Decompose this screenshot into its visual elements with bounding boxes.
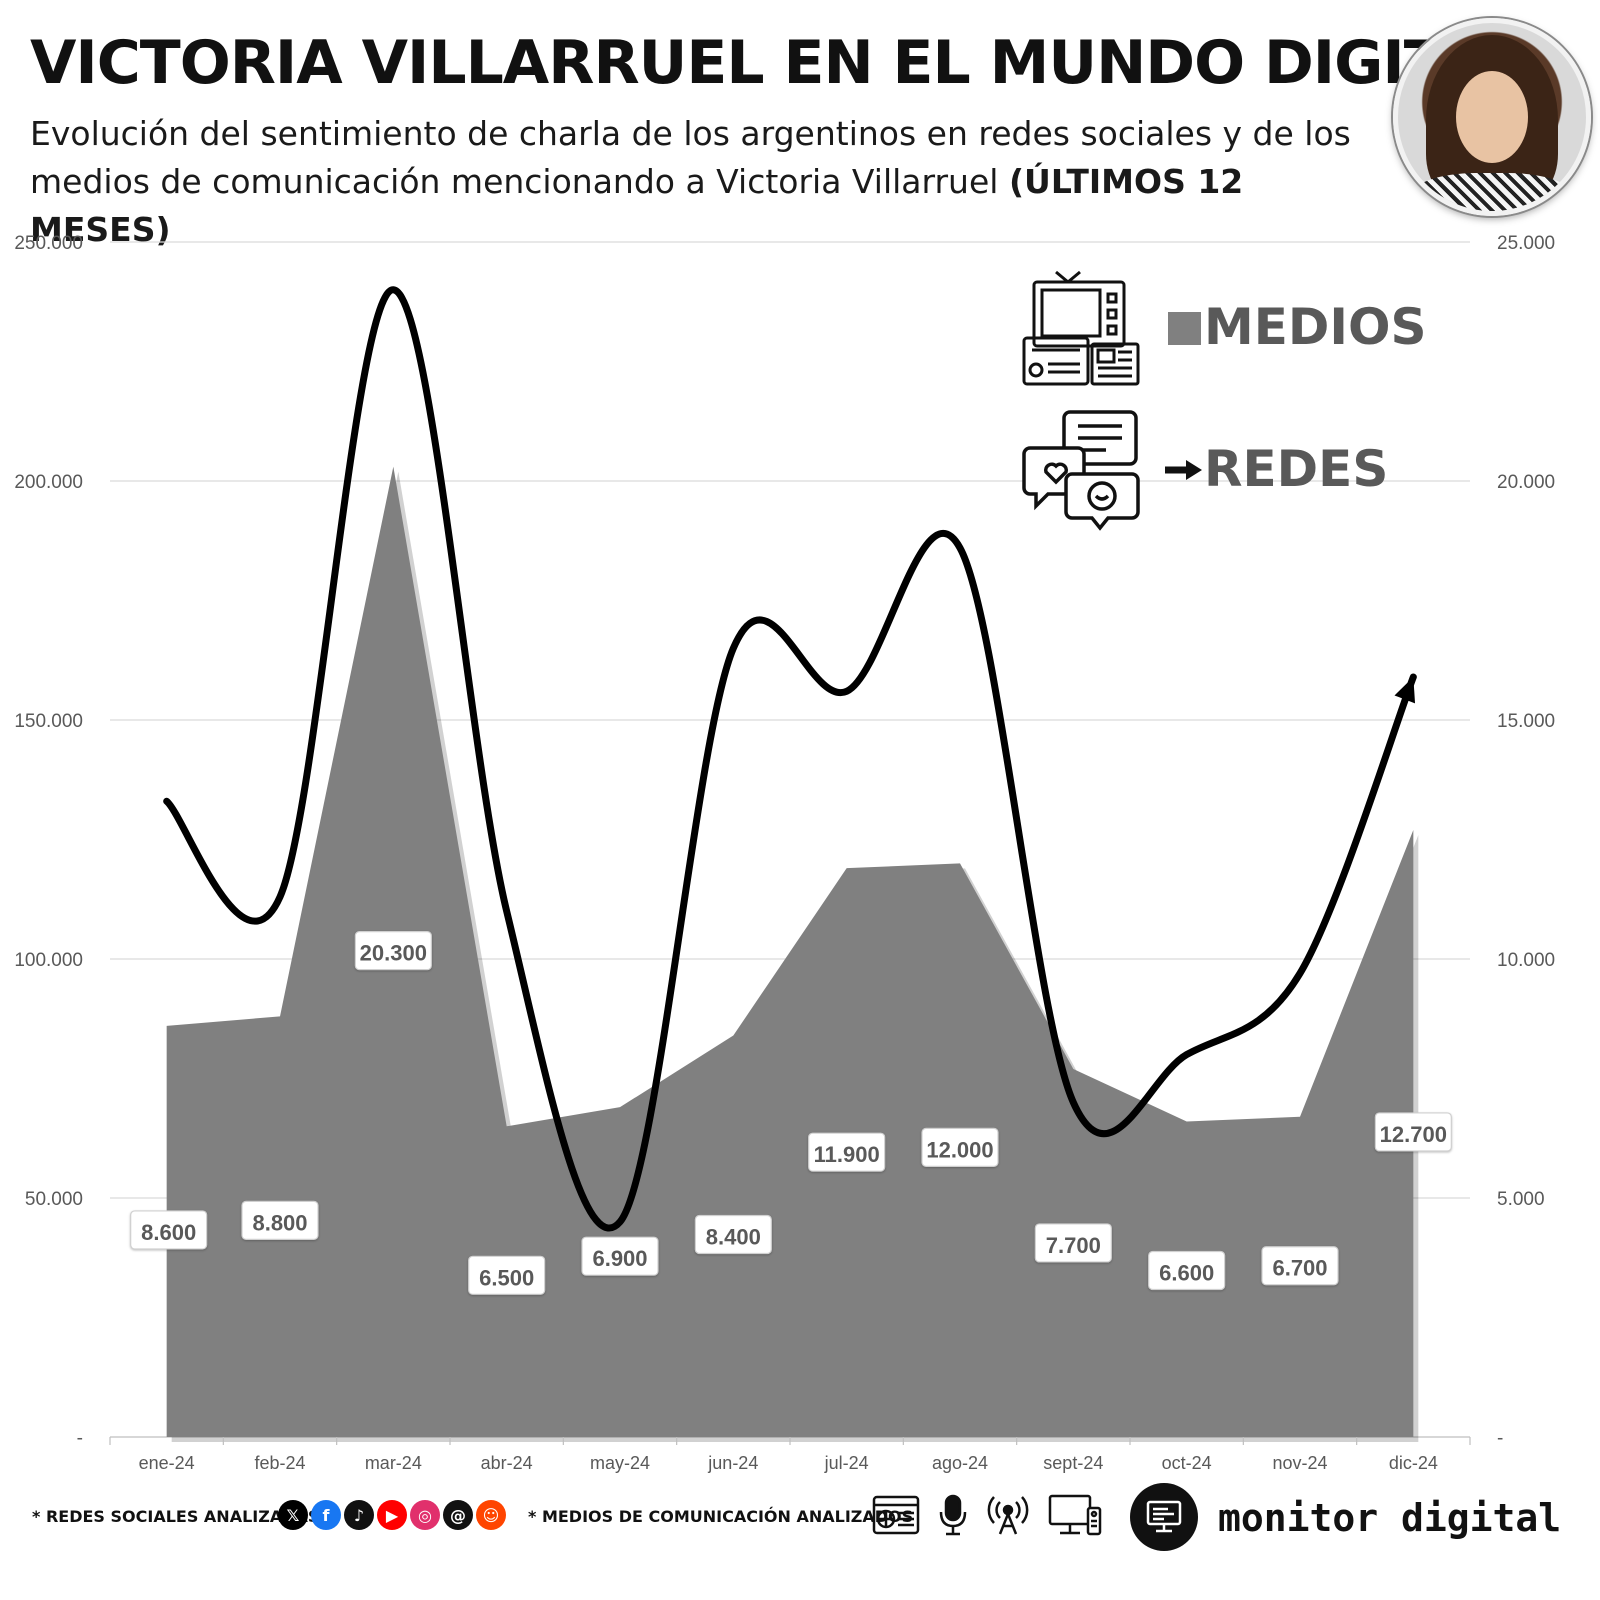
x-tick-label: dic-24: [1389, 1453, 1438, 1473]
data-label-box: [1148, 1250, 1226, 1291]
tv-radio-newspaper-icon: [1022, 270, 1140, 386]
legend: MEDIOS REDES: [1022, 270, 1427, 531]
medios-data-label: 8.400: [694, 1214, 772, 1255]
medios-data-label: 11.900: [808, 1132, 886, 1172]
x-tick-label: ago-24: [932, 1453, 988, 1473]
media-icons: [872, 1494, 1102, 1536]
medios-data-label: 8.800: [241, 1200, 319, 1240]
medios-area-fill: [166, 466, 1414, 1437]
subtitle-text: Evolución del sentimiento de charla de l…: [30, 114, 1351, 201]
social-networks-label: * REDES SOCIALES ANALIZADAS: [32, 1507, 320, 1526]
radio-tower-icon: [987, 1496, 1029, 1535]
youtube-icon: ▶: [377, 1500, 407, 1530]
y-right-tick-label: 15.000: [1497, 711, 1555, 732]
data-label-text: 8.400: [706, 1224, 761, 1249]
data-label-box: [694, 1214, 772, 1255]
data-label-box: [468, 1255, 546, 1295]
medios-data-label: 12.700: [1374, 1112, 1452, 1152]
medios-data-label: 6.600: [1148, 1250, 1226, 1291]
facebook-icon: f: [311, 1500, 341, 1530]
brand-name: monitor digital: [1218, 1496, 1562, 1540]
data-label-text: 6.700: [1272, 1256, 1327, 1281]
y-right-tick-label: -: [1497, 1428, 1503, 1449]
data-label-text: 20.300: [360, 941, 427, 966]
data-label-box: [1374, 1112, 1452, 1152]
x-tick-label: oct-24: [1162, 1453, 1212, 1473]
x-tick-label: nov-24: [1272, 1453, 1327, 1473]
x-tick-label: may-24: [590, 1453, 650, 1473]
data-label-box: [241, 1200, 319, 1240]
data-label-text: 7.700: [1046, 1233, 1101, 1258]
data-label-box: [808, 1132, 886, 1172]
chart-area: 8.600 8.800 20.300 6.500 6.900 8.400 11.900 12.…: [14, 233, 1555, 1473]
data-label-text: 6.500: [479, 1265, 534, 1290]
web-news-icon: [872, 1495, 920, 1535]
data-label-text: 6.900: [592, 1246, 647, 1271]
medios-data-label: 6.900: [581, 1236, 659, 1276]
data-label-text: 8.600: [141, 1220, 196, 1245]
x-tick-label: sept-24: [1043, 1453, 1103, 1473]
reddit-icon: ☺: [476, 1500, 506, 1530]
data-label-box: [921, 1127, 999, 1168]
y-left-tick-label: 50.000: [25, 1189, 83, 1210]
redes-line: [163, 286, 1417, 1232]
legend-label-medios: MEDIOS: [1204, 298, 1427, 356]
y-left-tick-label: 250.000: [14, 233, 83, 254]
medios-data-label: 6.500: [468, 1255, 546, 1295]
medios-data-label: 20.300: [354, 931, 432, 971]
y-left-tick-label: 200.000: [14, 472, 83, 493]
microphone-icon: [939, 1494, 967, 1536]
tiktok-icon: ♪: [344, 1500, 374, 1530]
y-right-tick-label: 25.000: [1497, 233, 1555, 254]
y-right-tick-label: 5.000: [1497, 1189, 1545, 1210]
axes: - - 50.000 5.000 100.000 10.000 150.000 15.000 2…: [14, 233, 1555, 1473]
x-tick-label: abr-24: [481, 1453, 533, 1473]
medios-data-label: 8.600: [130, 1210, 208, 1250]
chat-bubbles-icon: [1022, 410, 1140, 531]
redes-line-arrowhead: [1394, 676, 1416, 704]
y-right-tick-label: 20.000: [1497, 472, 1555, 493]
data-label-text: 12.700: [1380, 1122, 1447, 1147]
data-label-box: [1261, 1246, 1339, 1286]
legend-label-redes: REDES: [1204, 440, 1388, 498]
computer-monitor-icon: [1130, 1483, 1198, 1551]
data-label-box: [354, 931, 432, 971]
instagram-icon: ◎: [410, 1500, 440, 1530]
y-left-tick-label: 150.000: [14, 711, 83, 732]
y-left-tick-label: -: [77, 1428, 83, 1449]
data-label-text: 8.800: [252, 1210, 307, 1235]
medios-area: [166, 466, 1419, 1442]
data-label-box: [581, 1236, 659, 1276]
medios-data-label: 6.700: [1261, 1246, 1339, 1286]
medios-data-label: 12.000: [921, 1127, 999, 1168]
x-tick-label: feb-24: [254, 1453, 305, 1473]
data-labels: 8.600 8.800 20.300 6.500 6.900 8.400 11.900 12.…: [130, 931, 1452, 1295]
page-title: VICTORIA VILLARRUEL EN EL MUNDO DIGITAL: [30, 28, 1523, 98]
tv-icon: [1048, 1494, 1102, 1536]
x-tick-label: ene-24: [139, 1453, 195, 1473]
data-label-box: [1034, 1223, 1112, 1263]
redes-line-path: [163, 286, 1417, 1232]
page-subtitle: Evolución del sentimiento de charla de l…: [30, 110, 1360, 254]
media-label: * MEDIOS DE COMUNICACIÓN ANALIZADOS: [528, 1507, 914, 1526]
threads-icon: @: [443, 1500, 473, 1530]
medios-legend-swatch: [1168, 312, 1201, 345]
portrait-photo: [1393, 18, 1591, 216]
data-label-text: 6.600: [1159, 1261, 1214, 1286]
y-right-tick-label: 10.000: [1497, 950, 1555, 971]
medios-data-label: 7.700: [1034, 1223, 1112, 1263]
x-icon: 𝕏: [278, 1500, 308, 1530]
x-tick-label: mar-24: [365, 1453, 422, 1473]
redes-legend-arrow: [1165, 460, 1202, 480]
x-tick-label: jun-24: [707, 1453, 758, 1473]
data-label-text: 12.000: [926, 1137, 993, 1162]
x-tick-label: jul-24: [824, 1453, 869, 1473]
data-label-box: [130, 1210, 208, 1250]
y-left-tick-label: 100.000: [14, 950, 83, 971]
data-label-text: 11.900: [814, 1142, 880, 1167]
